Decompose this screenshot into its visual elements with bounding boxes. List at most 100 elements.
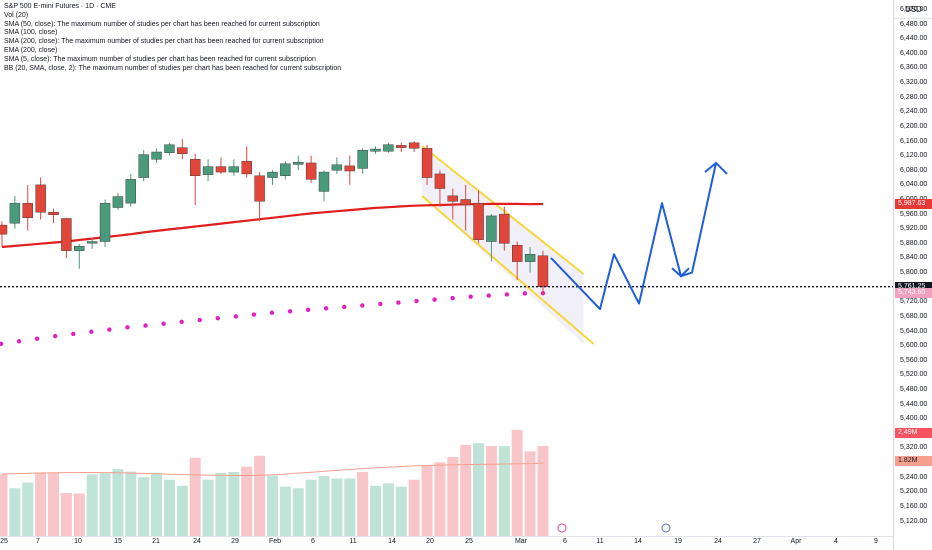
candle-body xyxy=(370,148,381,152)
volume-bar xyxy=(112,469,124,536)
price-tick: 5,720.00 xyxy=(900,298,928,306)
time-tick: 6 xyxy=(563,538,567,545)
candle-body xyxy=(331,164,343,171)
volume-bar xyxy=(460,444,472,536)
volume-bar xyxy=(163,479,175,536)
sma-dot xyxy=(269,310,275,315)
time-tick: 25 xyxy=(465,538,473,545)
candle-body xyxy=(74,246,85,251)
volume-bar xyxy=(305,479,317,536)
candle-body xyxy=(305,162,317,180)
volume-bar xyxy=(176,485,188,536)
sma-dot xyxy=(522,291,528,296)
chart-legend: S&P 500 E-mini Futures · 1D · CME Vol (2… xyxy=(4,3,341,73)
time-tick: 6 xyxy=(311,538,315,545)
price-tick: 6,440.00 xyxy=(900,35,928,43)
candle-body xyxy=(228,166,240,173)
sma-dot xyxy=(143,323,148,328)
volume-bar xyxy=(73,493,85,536)
price-chart[interactable] xyxy=(0,0,893,550)
legend-ema-200[interactable]: EMA (200, close) xyxy=(4,46,58,54)
volume-bar xyxy=(434,462,446,536)
legend-sma-50[interactable]: SMA (50, close): The maximum number of s… xyxy=(4,20,320,28)
candle-body xyxy=(396,145,407,148)
candle-body xyxy=(267,171,278,178)
price-tick: 5,560.00 xyxy=(900,356,928,364)
volume-bar xyxy=(279,486,291,536)
sma-dot xyxy=(16,339,22,344)
candle-body xyxy=(447,195,458,202)
time-tick: 15 xyxy=(114,538,122,545)
candle-body xyxy=(512,244,523,262)
price-tick: 6,400.00 xyxy=(900,49,928,57)
price-tick: 5,840.00 xyxy=(900,254,928,262)
sma-dot xyxy=(323,306,329,311)
price-tick: 6,160.00 xyxy=(900,137,928,145)
sma-dot xyxy=(468,294,473,299)
price-tick: 5,680.00 xyxy=(900,312,928,320)
volume-bar xyxy=(22,482,34,536)
sma-price-label: 5,743.60 xyxy=(895,288,932,299)
volume-bar xyxy=(35,472,47,536)
price-tick: 5,520.00 xyxy=(900,371,928,379)
candle-body xyxy=(318,171,330,192)
volume-bar xyxy=(331,478,343,536)
time-tick: Apr xyxy=(790,538,802,545)
volume-bar xyxy=(447,457,459,536)
volume-bar xyxy=(498,446,510,536)
time-tick: 14 xyxy=(634,538,642,545)
time-tick: 27 xyxy=(753,538,761,545)
legend-sma-200[interactable]: SMA (200, close): The maximum number of … xyxy=(4,38,324,46)
channel-upper-line xyxy=(421,145,585,275)
time-tick: 11 xyxy=(349,538,357,545)
candle-body xyxy=(486,215,497,242)
candle-body xyxy=(61,218,72,251)
price-tick: 6,040.00 xyxy=(900,181,928,189)
price-axis[interactable]: USD 6,520.00 6,480.00 6,440.00 6,400.00 6,36… xyxy=(893,0,932,550)
legend-bollinger[interactable]: BB (20, SMA, close, 2): The maximum numb… xyxy=(4,64,342,72)
time-tick: 20 xyxy=(426,538,434,545)
sma-dot xyxy=(414,298,419,304)
candle-body xyxy=(164,144,175,153)
candle-body xyxy=(383,144,394,152)
candle-body xyxy=(499,213,510,244)
sma-dot xyxy=(396,300,401,305)
candle-body xyxy=(344,165,355,172)
legend-volume[interactable]: Vol (20) xyxy=(4,11,29,19)
sma-dot xyxy=(125,325,130,330)
volume-bar xyxy=(241,466,253,536)
price-tick: 5,200.00 xyxy=(900,488,928,496)
currency-unit-label[interactable]: USD xyxy=(894,2,932,19)
time-tick: Mar xyxy=(514,538,528,545)
symbol-title[interactable]: S&P 500 E-mini Futures · 1D · CME xyxy=(4,3,116,10)
price-tick: 5,600.00 xyxy=(900,342,928,350)
price-tick: 6,240.00 xyxy=(900,108,928,116)
candle-body xyxy=(293,162,304,165)
time-tick: Feb xyxy=(268,538,282,545)
sma-dot xyxy=(233,314,239,319)
volume-bar xyxy=(357,472,369,536)
sma-dot xyxy=(305,307,311,313)
price-tick: 5,960.00 xyxy=(900,210,928,218)
sma-dot xyxy=(287,309,293,314)
chart-pane[interactable]: S&P 500 E-mini Futures · 1D · CME Vol (2… xyxy=(0,0,893,550)
candle-body xyxy=(48,212,59,216)
volume-bar xyxy=(151,472,163,536)
volume-bar xyxy=(0,474,8,536)
candle-body xyxy=(0,224,8,235)
price-tick: 5,160.00 xyxy=(900,502,928,510)
time-tick: 25 xyxy=(0,538,8,545)
candle-body xyxy=(473,202,484,240)
volume-bar xyxy=(421,465,433,536)
price-tick: 5,480.00 xyxy=(900,385,928,393)
volume-bar xyxy=(370,485,382,536)
price-tick: 5,120.00 xyxy=(900,517,928,525)
volume-bar xyxy=(266,475,278,536)
candle-body xyxy=(35,184,46,213)
legend-sma-100[interactable]: SMA (100, close) xyxy=(4,29,58,37)
legend-sma-5[interactable]: SMA (5, close): The maximum number of st… xyxy=(4,55,316,63)
price-tick: 5,320.00 xyxy=(900,444,928,452)
candle-body xyxy=(151,151,162,160)
volume-bar xyxy=(485,446,497,536)
volume-bar xyxy=(60,493,72,536)
